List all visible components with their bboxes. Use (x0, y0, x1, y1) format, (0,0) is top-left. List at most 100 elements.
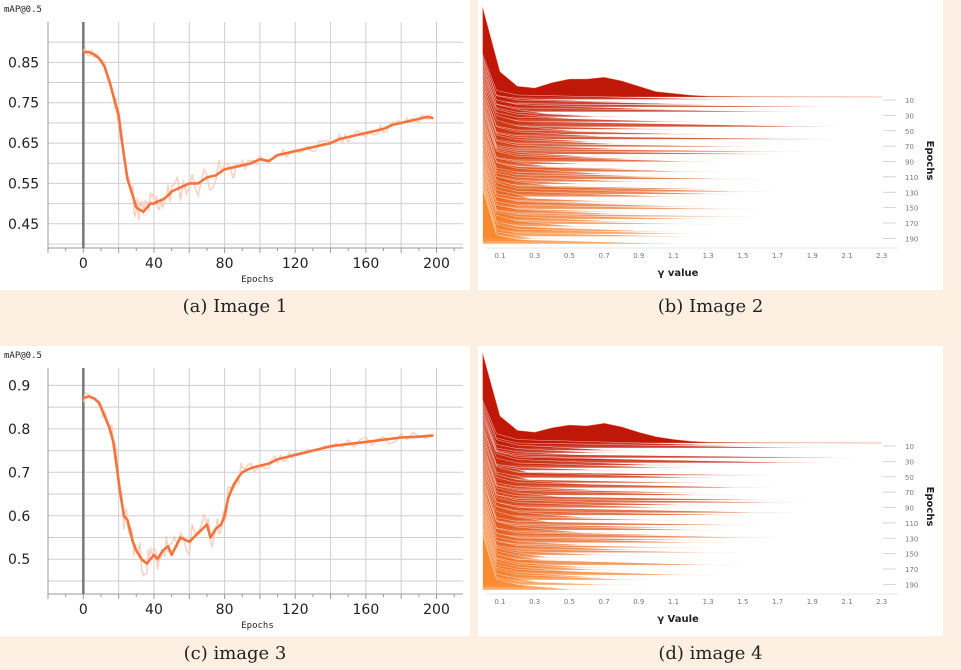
data-point (121, 142, 123, 144)
y-tick-label: 50 (905, 474, 914, 482)
ridge-epoch-layer (482, 179, 724, 235)
ridge-epoch-layer (482, 525, 673, 581)
x-tick-label: 0.1 (494, 252, 505, 260)
y-tick-label: 0.6 (8, 509, 30, 525)
data-point (170, 554, 173, 556)
ridge-epoch-layer (482, 495, 710, 548)
y-tick-label: 110 (905, 520, 918, 528)
data-point (197, 182, 199, 185)
ridge-epoch-layer (482, 458, 708, 508)
x-axis-label: Epochs (241, 621, 274, 631)
ridge-epoch-layer (482, 154, 723, 207)
chart-title: mAP@0.5 (4, 5, 42, 15)
data-point (329, 445, 332, 448)
x-axis-label: γ value (658, 268, 699, 279)
ridge-epoch-layer (482, 128, 767, 180)
data-point (365, 132, 367, 134)
data-point (161, 549, 164, 552)
ridge-epoch-layer (482, 411, 865, 459)
data-point (373, 130, 376, 132)
x-tick-label: 0.1 (494, 598, 505, 606)
data-point (114, 101, 116, 104)
y-tick-label: 0.55 (8, 176, 39, 192)
data-point (227, 497, 229, 500)
data-point (312, 449, 314, 452)
ridge-epoch-layer (482, 534, 623, 591)
x-tick-label: 200 (423, 256, 450, 272)
data-point (276, 458, 279, 461)
y-tick-label: 70 (905, 489, 914, 497)
ridge-epoch-layer (482, 156, 763, 210)
ridge-epoch-layer (482, 96, 665, 145)
y-axis-label: Epochs (924, 487, 935, 527)
data-point (135, 206, 138, 209)
x-tick-label: 0.3 (529, 252, 540, 260)
x-tick-label: 2.3 (876, 598, 887, 606)
x-tick-label: 80 (216, 256, 234, 272)
data-point (250, 162, 252, 165)
y-tick-label: 190 (905, 235, 918, 243)
panel-image-2: 0.1 0.3 0.5 0.7 0.9 1.1 1.3 1.5 1.7 1.9 2.1 2.3 γ va… (478, 0, 943, 290)
x-tick-label: 1.5 (737, 252, 748, 260)
data-point (131, 194, 134, 197)
ridge-epoch-layer (482, 453, 822, 503)
data-point (426, 116, 429, 118)
ridge-epoch-layer (482, 446, 749, 496)
y-tick-label: 30 (905, 458, 914, 466)
ridge-epoch-layer (482, 61, 844, 108)
data-point (98, 57, 101, 60)
ridge-epoch-layer (482, 490, 736, 543)
data-point (220, 523, 222, 526)
y-tick-label: 130 (905, 189, 918, 197)
y-tick-label: 70 (905, 143, 914, 151)
x-tick-label: 0.7 (599, 598, 610, 606)
x-tick-label: 0 (79, 256, 88, 272)
ridge-epoch-layer (482, 140, 784, 192)
data-point (209, 536, 212, 539)
x-tick-label: 0.3 (529, 598, 540, 606)
data-point (259, 464, 261, 467)
x-tick-label: 1.3 (703, 598, 714, 606)
raw-series-line (82, 46, 432, 221)
x-tick-label: 80 (216, 602, 234, 618)
data-point (149, 558, 152, 561)
data-point (188, 541, 191, 543)
y-tick-label: 50 (905, 128, 914, 136)
data-point (135, 549, 138, 552)
caption-d: (d) image 4 (658, 643, 763, 664)
y-tick-label: 0.8 (8, 422, 30, 438)
data-point (250, 467, 252, 469)
x-tick-label: 120 (282, 602, 309, 618)
ridge-epoch-layer (482, 481, 631, 533)
y-tick-label: 0.5 (8, 552, 30, 568)
ridge-epoch-layer (482, 488, 731, 541)
data-point (126, 178, 129, 181)
data-point (87, 395, 90, 398)
data-point (320, 144, 323, 146)
data-point (356, 134, 358, 136)
x-tick-label: 2.1 (841, 598, 852, 606)
x-tick-label: 0.5 (564, 252, 575, 260)
data-point (312, 146, 314, 148)
x-tick-label: 40 (145, 602, 163, 618)
ridge-epoch-layer (482, 65, 810, 113)
ridge-epoch-layer (482, 142, 759, 195)
data-point (303, 451, 305, 454)
data-point (276, 154, 279, 156)
data-point (237, 475, 240, 478)
data-point (206, 523, 208, 526)
data-point (197, 532, 199, 534)
panel-image-3: mAP@0.5 0.5 0.6 0.7 0.8 0.9 0 40 80 120 160 200 Epoc… (0, 346, 470, 636)
data-point (400, 122, 402, 124)
data-point (285, 456, 288, 458)
x-tick-label: 2.1 (841, 252, 852, 260)
ridge-epoch-layer (482, 402, 832, 449)
data-point (241, 471, 244, 474)
ridge-epoch-layer (482, 63, 701, 110)
ridge-epoch-layer (482, 58, 733, 105)
data-point (82, 51, 85, 54)
data-point (142, 210, 145, 213)
caption-b: (b) Image 2 (657, 296, 764, 317)
data-point (241, 164, 244, 167)
data-point (303, 148, 305, 150)
